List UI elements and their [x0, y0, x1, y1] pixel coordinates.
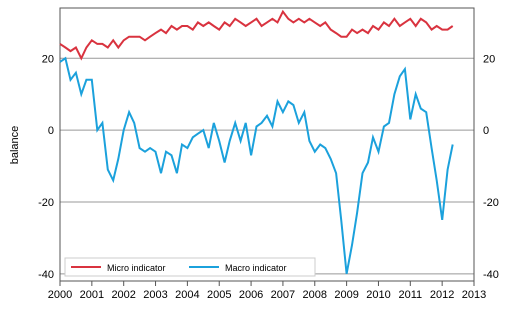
legend-label: Micro indicator: [107, 263, 166, 273]
x-tick-label: 2011: [398, 289, 422, 301]
x-tick-label: 2008: [303, 289, 327, 301]
y-tick-label: 20: [42, 53, 54, 65]
x-tick-label: 2002: [111, 289, 135, 301]
y-tick-label: -20: [38, 197, 54, 209]
y-tick-label: -40: [38, 269, 54, 281]
x-tick-label: 2005: [207, 289, 231, 301]
x-tick-label: 2003: [143, 289, 167, 301]
y2-tick-label: -40: [483, 269, 499, 281]
x-tick-label: 2013: [462, 289, 486, 301]
legend-label: Macro indicator: [225, 263, 287, 273]
y2-tick-label: 0: [483, 125, 489, 137]
y2-tick-label: -20: [483, 197, 499, 209]
x-tick-label: 2004: [175, 289, 199, 301]
series-line: [59, 56, 454, 274]
x-tick-label: 2006: [239, 289, 263, 301]
x-tick-label: 2007: [271, 289, 295, 301]
x-tick-label: 2001: [80, 289, 104, 301]
x-tick-label: 2009: [334, 289, 358, 301]
x-tick-label: 2000: [48, 289, 72, 301]
y2-tick-label: 20: [483, 53, 495, 65]
x-tick-label: 2012: [430, 289, 454, 301]
plot-frame: [59, 7, 475, 282]
y-tick-label: 0: [48, 125, 54, 137]
y-axis-label: balance: [9, 126, 21, 165]
series-line: [59, 9, 454, 61]
x-tick-label: 2010: [366, 289, 390, 301]
